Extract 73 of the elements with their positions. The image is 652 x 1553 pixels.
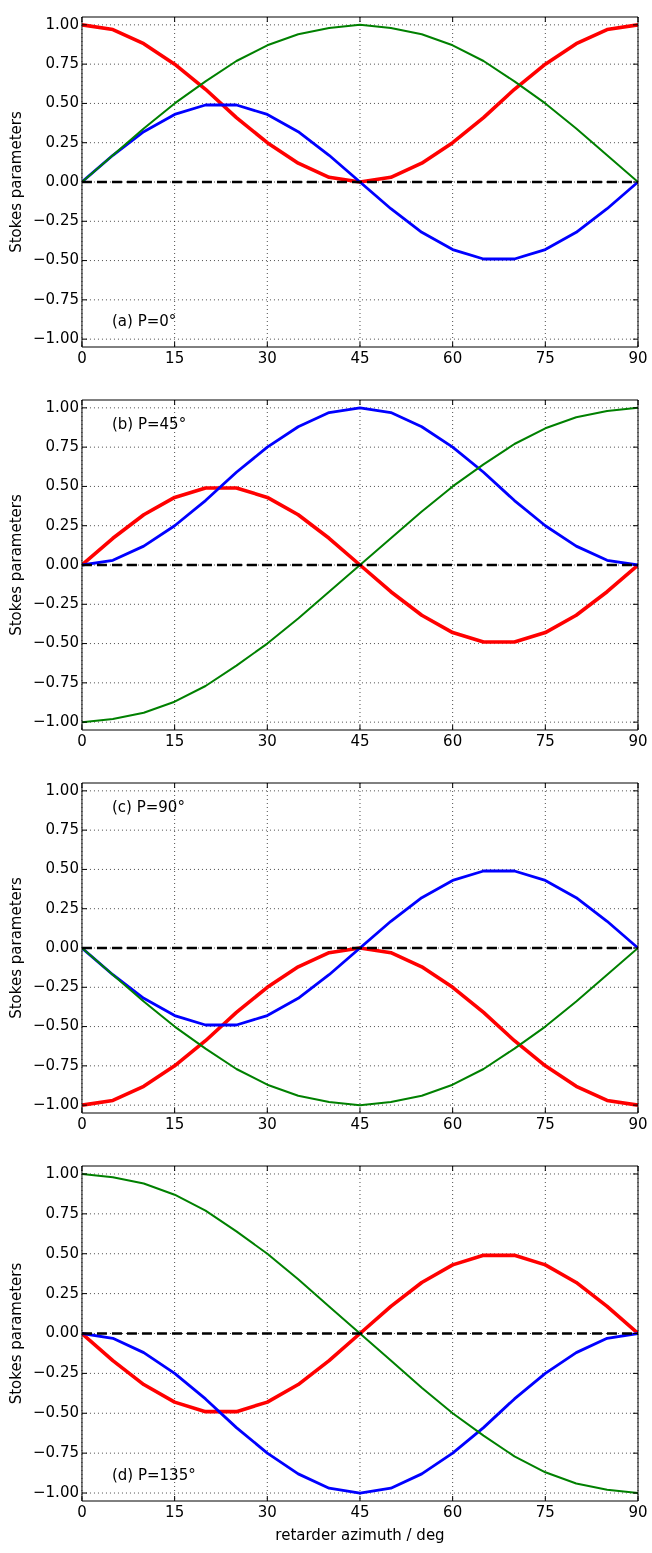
x-tick-label: 45 — [350, 1502, 370, 1521]
y-tick-label: −1.00 — [33, 329, 79, 348]
y-tick-label: −0.25 — [33, 594, 79, 613]
y-tick-label: 0.25 — [45, 132, 79, 151]
x-tick-label: 90 — [628, 1502, 648, 1521]
x-tick-label: 30 — [257, 1114, 277, 1133]
y-tick-label: 0.25 — [45, 898, 79, 917]
y-tick-label: −0.50 — [33, 1403, 79, 1422]
x-tick-label: 30 — [257, 348, 277, 367]
y-tick-label: 0.50 — [45, 1243, 79, 1262]
annotation: (a) P=0° — [111, 311, 177, 330]
y-tick-label: 0.50 — [45, 476, 79, 495]
y-tick-label: −1.00 — [33, 712, 79, 731]
x-tick-label: 75 — [535, 348, 555, 367]
y-tick-label: 1.00 — [45, 14, 79, 33]
x-tick-label: 60 — [443, 1114, 463, 1133]
x-tick-label: 30 — [257, 1502, 277, 1521]
x-tick-label: 0 — [77, 1114, 87, 1133]
y-tick-label: 0.75 — [45, 1203, 79, 1222]
x-tick-label: 75 — [535, 1114, 555, 1133]
y-tick-label: 0.75 — [45, 820, 79, 839]
x-tick-label: 75 — [535, 731, 555, 750]
x-axis-title: retarder azimuth / deg — [275, 1525, 445, 1544]
x-tick-label: 0 — [77, 731, 87, 750]
y-tick-label: −1.00 — [33, 1482, 79, 1501]
y-axis-title: Stokes parameters — [6, 1262, 25, 1405]
y-tick-label: 0.75 — [45, 437, 79, 456]
y-tick-label: 0.75 — [45, 54, 79, 73]
y-axis-title: Stokes parameters — [6, 111, 25, 253]
x-tick-label: 90 — [628, 348, 648, 367]
y-axis-title: Stokes parameters — [6, 877, 25, 1019]
y-tick-label: −0.75 — [33, 1055, 79, 1074]
y-tick-label: −0.25 — [33, 1363, 79, 1382]
x-tick-label: 90 — [628, 1114, 648, 1133]
x-tick-label: 15 — [165, 731, 185, 750]
y-tick-label: −0.75 — [33, 1443, 79, 1462]
y-tick-label: 1.00 — [45, 1163, 79, 1182]
x-tick-label: 15 — [165, 1502, 185, 1521]
x-tick-label: 15 — [165, 348, 185, 367]
y-tick-label: 0.00 — [45, 171, 79, 190]
x-tick-label: 0 — [77, 1502, 87, 1521]
y-tick-label: 0.00 — [45, 937, 79, 956]
y-tick-label: −0.50 — [33, 250, 79, 269]
y-tick-label: −0.75 — [33, 672, 79, 691]
y-tick-label: 0.25 — [45, 1283, 79, 1302]
x-tick-label: 90 — [628, 731, 648, 750]
y-tick-label: 0.25 — [45, 515, 79, 534]
x-tick-label: 15 — [165, 1114, 185, 1133]
y-tick-label: −0.75 — [33, 289, 79, 308]
x-tick-label: 0 — [77, 348, 87, 367]
y-tick-label: 0.00 — [45, 554, 79, 573]
y-axis-title: Stokes parameters — [6, 494, 25, 636]
y-tick-label: −0.50 — [33, 1016, 79, 1035]
x-tick-label: 30 — [257, 731, 277, 750]
y-tick-label: 0.50 — [45, 93, 79, 112]
x-tick-label: 75 — [535, 1502, 555, 1521]
y-tick-label: 1.00 — [45, 780, 79, 799]
annotation: (b) P=45° — [111, 414, 187, 433]
x-tick-label: 60 — [443, 1502, 463, 1521]
y-tick-label: 0.50 — [45, 859, 79, 878]
y-tick-label: 0.00 — [45, 1323, 79, 1342]
x-tick-label: 60 — [443, 348, 463, 367]
y-tick-label: −0.50 — [33, 633, 79, 652]
x-tick-label: 45 — [350, 731, 370, 750]
annotation: (c) P=90° — [111, 797, 185, 816]
y-tick-label: −0.25 — [33, 211, 79, 230]
x-tick-label: 45 — [350, 1114, 370, 1133]
x-tick-label: 60 — [443, 731, 463, 750]
y-tick-label: −1.00 — [33, 1095, 79, 1114]
y-tick-label: −0.25 — [33, 977, 79, 996]
y-tick-label: 1.00 — [45, 397, 79, 416]
annotation: (d) P=135° — [111, 1465, 196, 1484]
x-tick-label: 45 — [350, 348, 370, 367]
